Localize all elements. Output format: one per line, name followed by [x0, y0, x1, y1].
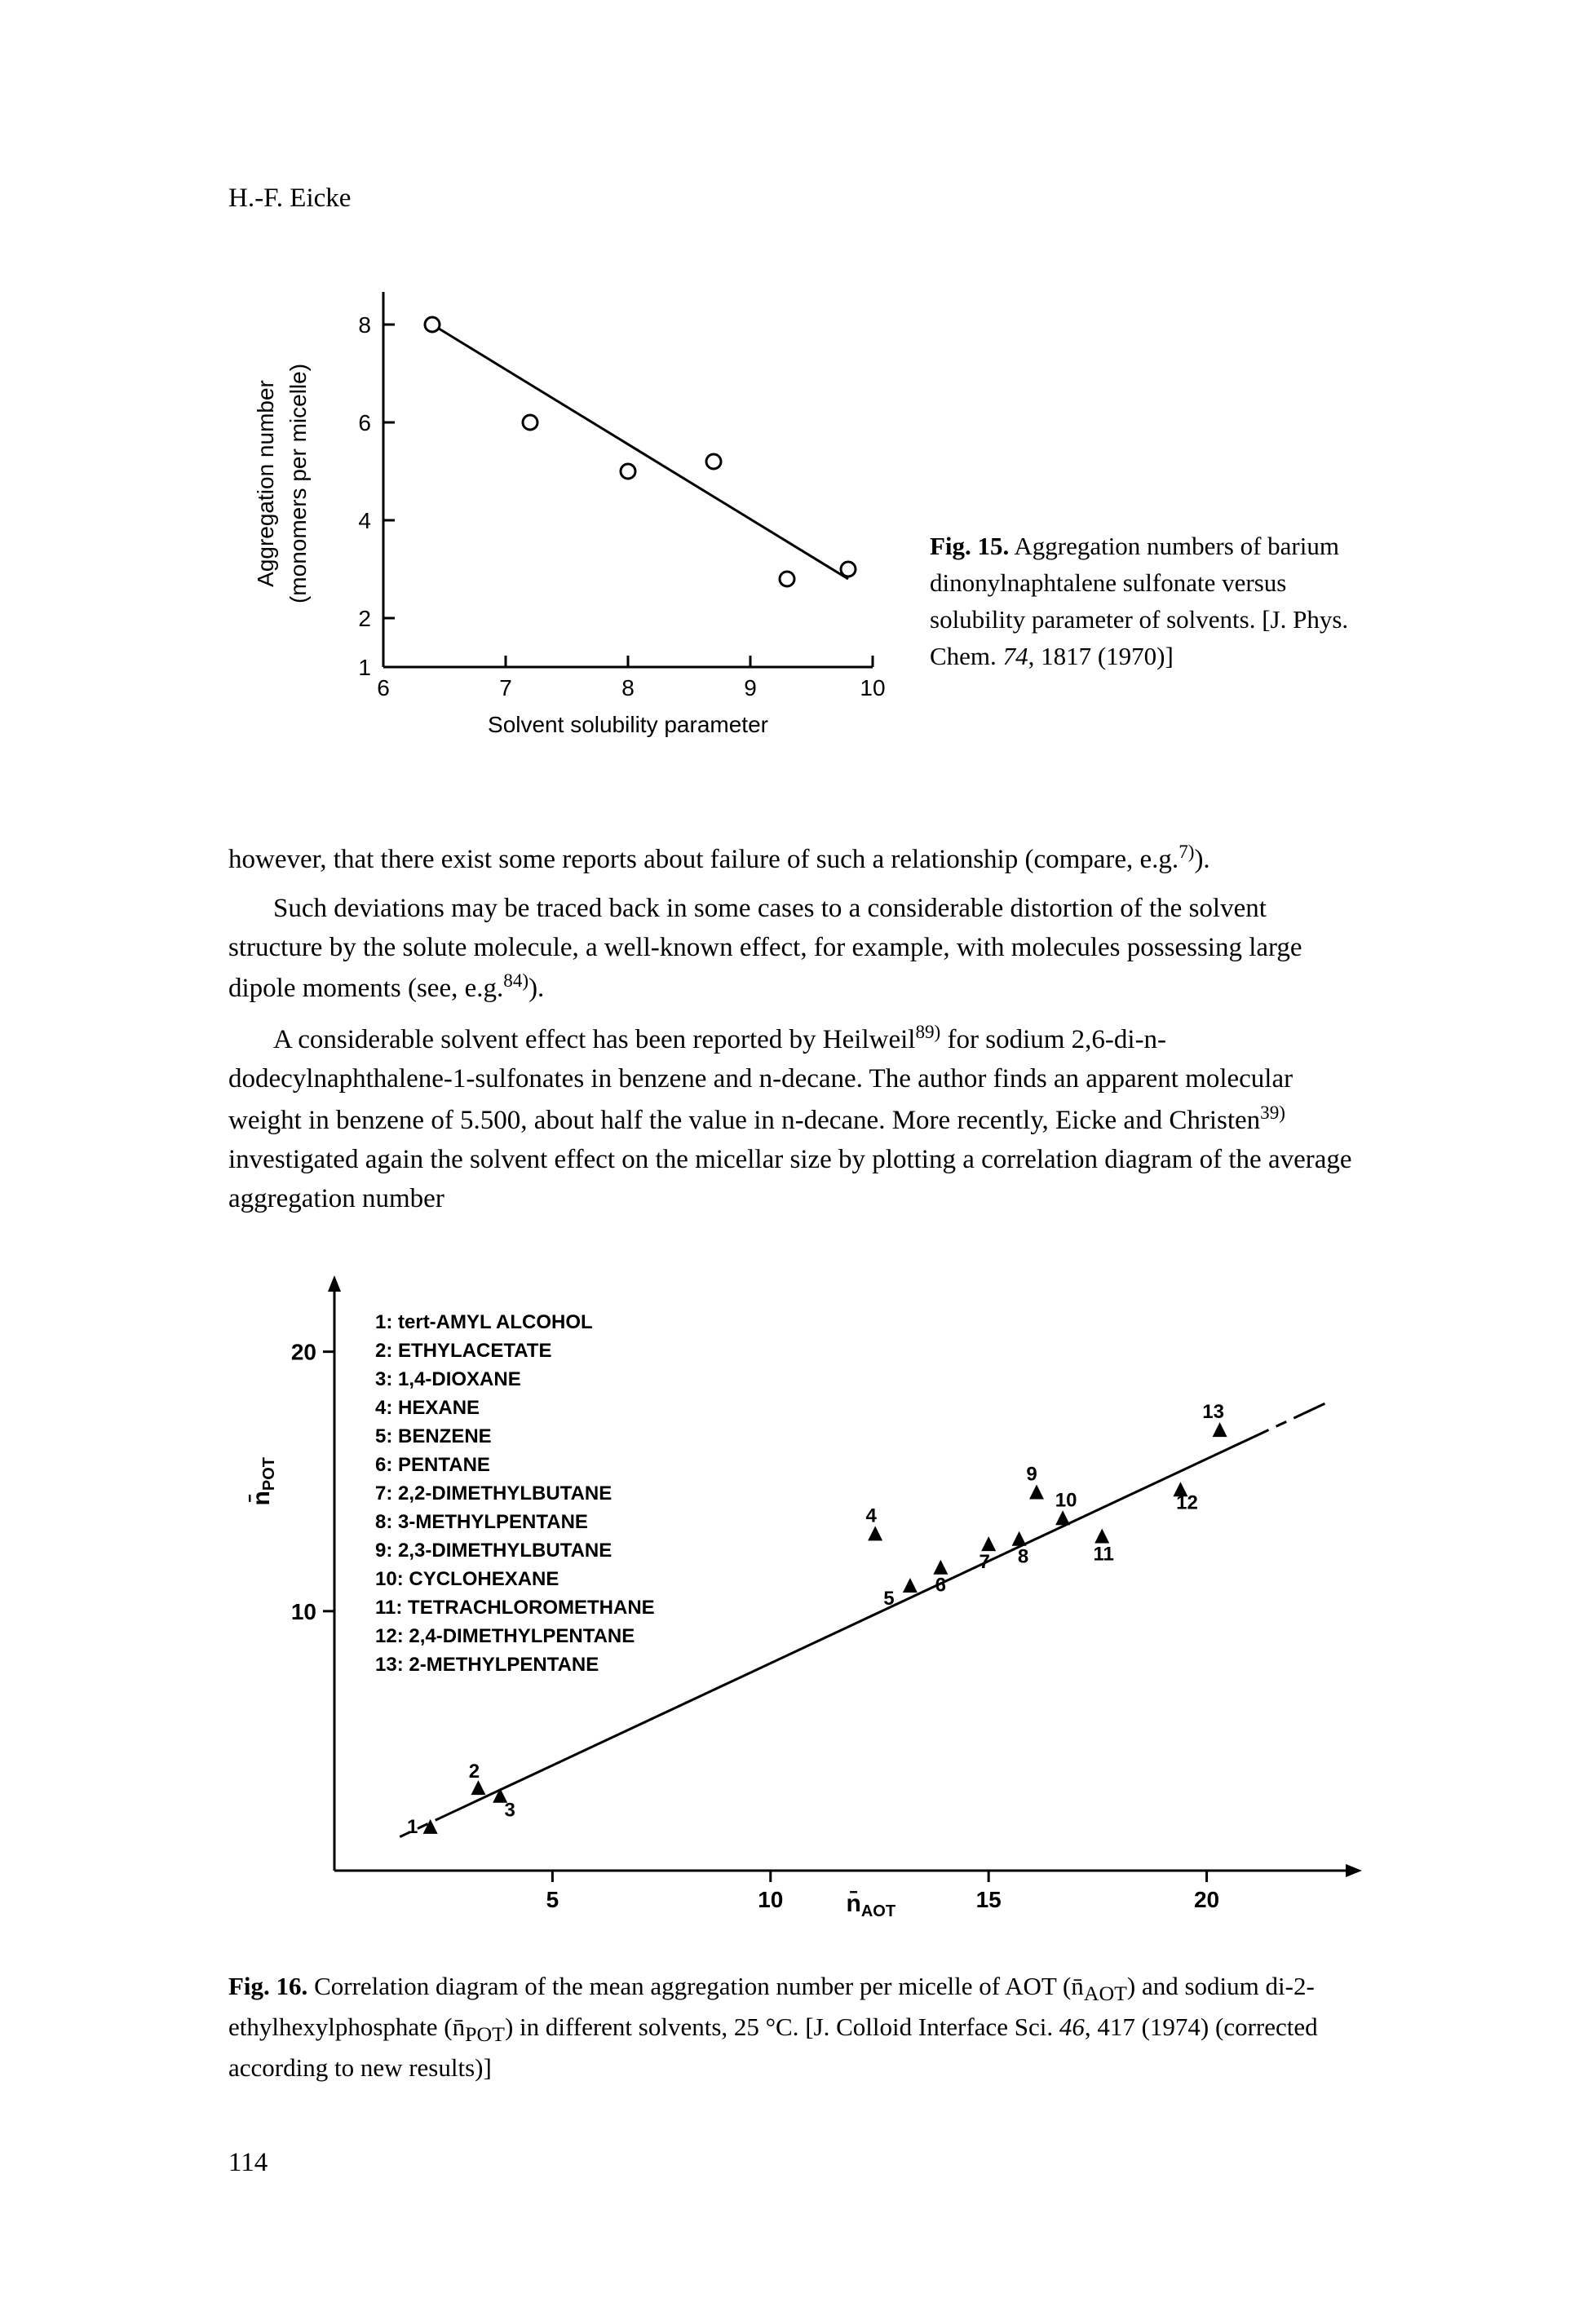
svg-text:6: PENTANE: 6: PENTANE [375, 1454, 490, 1476]
figure-16-caption-sub1: AOT [1084, 1982, 1127, 2006]
body-paragraph-3: A considerable solvent effect has been r… [228, 1018, 1364, 1218]
body-paragraph-2: Such deviations may be traced back in so… [228, 890, 1364, 1010]
svg-text:2: 2 [469, 1761, 480, 1783]
svg-text:Aggregation number: Aggregation number [253, 380, 278, 587]
figure-15-block: 24681678910Solvent solubility parameterA… [228, 267, 1364, 757]
running-author: H.-F. Eicke [228, 179, 1364, 219]
svg-text:5: 5 [883, 1588, 894, 1610]
svg-text:8: 8 [621, 675, 635, 700]
figure-16-label: Fig. 16. [228, 1972, 307, 2000]
svg-text:20: 20 [1194, 1887, 1219, 1912]
svg-text:9: 9 [744, 675, 757, 700]
svg-text:12: 12 [1176, 1492, 1198, 1514]
svg-text:10: 10 [758, 1887, 783, 1912]
svg-text:7: 7 [979, 1552, 989, 1574]
svg-text:5: BENZENE: 5: BENZENE [375, 1425, 492, 1447]
figure-16-chart: 10205101520n̄AOTn̄POT1: tert-AMYL ALCOHO… [228, 1275, 1370, 1944]
p1b: ). [1194, 845, 1209, 874]
p1-sup: 7) [1179, 841, 1194, 862]
svg-text:5: 5 [546, 1887, 559, 1912]
figure-16-caption-italic: 46 [1059, 2013, 1085, 2041]
p2a: Such deviations may be traced back in so… [228, 894, 1302, 1004]
svg-text:10: 10 [291, 1599, 316, 1624]
svg-text:1: 1 [358, 655, 371, 680]
svg-text:11: 11 [1094, 1544, 1114, 1566]
svg-text:6: 6 [358, 410, 371, 435]
svg-text:13: 2-METHYLPENTANE: 13: 2-METHYLPENTANE [375, 1654, 599, 1676]
svg-text:4: 4 [865, 1505, 877, 1527]
figure-15-caption-italic: 74 [1003, 642, 1028, 670]
svg-text:10: 10 [1055, 1490, 1077, 1512]
svg-text:Solvent solubility parameter: Solvent solubility parameter [488, 712, 768, 737]
svg-text:20: 20 [291, 1340, 316, 1365]
figure-15-label: Fig. 15. [930, 532, 1009, 560]
svg-text:10: 10 [860, 675, 885, 700]
svg-text:15: 15 [976, 1887, 1002, 1912]
figure-16-caption-sub2: POT [465, 2022, 505, 2046]
svg-text:(monomers per micelle): (monomers per micelle) [285, 364, 311, 603]
p3a: A considerable solvent effect has been r… [273, 1025, 915, 1054]
body-paragraph-1: however, that there exist some reports a… [228, 838, 1364, 880]
svg-text:7: 2,2-DIMETHYLBUTANE: 7: 2,2-DIMETHYLBUTANE [375, 1482, 612, 1504]
svg-text:4: HEXANE: 4: HEXANE [375, 1397, 480, 1419]
figure-16-caption-b3: ) in different solvents, 25 °C. [J. Coll… [505, 2013, 1059, 2041]
svg-text:13: 13 [1202, 1402, 1224, 1424]
p2-sup: 84) [503, 970, 528, 991]
page-number: 114 [228, 2144, 1364, 2183]
svg-text:12: 2,4-DIMETHYLPENTANE: 12: 2,4-DIMETHYLPENTANE [375, 1625, 635, 1647]
svg-text:1: tert-AMYL ALCOHOL: 1: tert-AMYL ALCOHOL [375, 1311, 593, 1333]
p3c: investigated again the solvent effect on… [228, 1145, 1352, 1213]
svg-text:1: 1 [407, 1816, 418, 1838]
svg-text:8: 8 [358, 312, 371, 338]
svg-text:2: ETHYLACETATE: 2: ETHYLACETATE [375, 1340, 551, 1362]
svg-text:n̄POT: n̄POT [248, 1457, 278, 1505]
figure-16-caption-b1: Correlation diagram of the mean aggregat… [307, 1972, 1084, 2000]
svg-text:6: 6 [935, 1575, 946, 1597]
svg-text:6: 6 [377, 675, 390, 700]
figure-15-caption-tail: , 1817 (1970)] [1028, 642, 1174, 670]
svg-text:3: 1,4-DIOXANE: 3: 1,4-DIOXANE [375, 1368, 521, 1390]
figure-15-caption: Fig. 15. Aggregation numbers of barium d… [930, 528, 1354, 675]
svg-text:9: 9 [1026, 1464, 1037, 1486]
p3-sup2: 39) [1260, 1102, 1285, 1123]
figure-16-block: 10205101520n̄AOTn̄POT1: tert-AMYL ALCOHO… [228, 1275, 1364, 2086]
svg-text:4: 4 [358, 508, 371, 533]
p2b: ). [528, 974, 544, 1003]
svg-text:2: 2 [358, 606, 371, 631]
svg-text:7: 7 [499, 675, 512, 700]
p1a: however, that there exist some reports a… [228, 845, 1179, 874]
figure-16-caption: Fig. 16. Correlation diagram of the mean… [228, 1968, 1364, 2086]
svg-text:8: 8 [1018, 1546, 1028, 1568]
svg-text:10: CYCLOHEXANE: 10: CYCLOHEXANE [375, 1568, 559, 1590]
svg-text:n̄AOT: n̄AOT [847, 1890, 896, 1920]
svg-text:3: 3 [505, 1800, 515, 1822]
svg-text:9: 2,3-DIMETHYLBUTANE: 9: 2,3-DIMETHYLBUTANE [375, 1540, 612, 1562]
svg-text:8: 3-METHYLPENTANE: 8: 3-METHYLPENTANE [375, 1511, 588, 1533]
figure-15-chart: 24681678910Solvent solubility parameterA… [228, 267, 897, 757]
p3-sup1: 89) [915, 1021, 940, 1042]
svg-text:11: TETRACHLOROMETHANE: 11: TETRACHLOROMETHANE [375, 1597, 655, 1619]
